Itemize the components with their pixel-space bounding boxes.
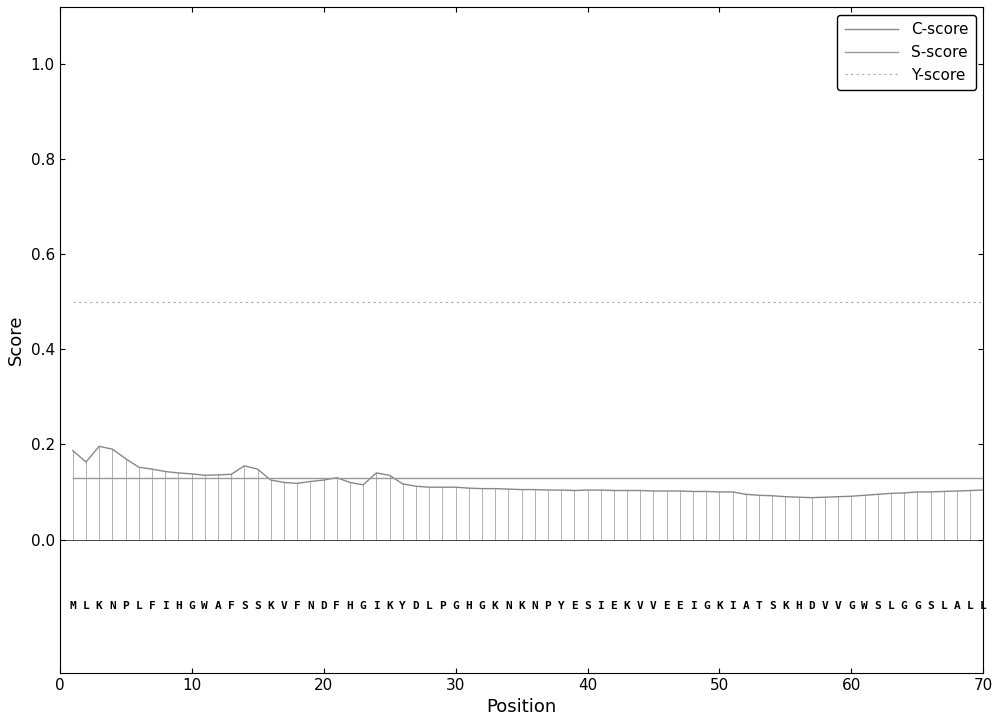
Text: M: M bbox=[69, 601, 76, 611]
Text: V: V bbox=[835, 601, 842, 611]
Text: A: A bbox=[954, 601, 960, 611]
Text: S: S bbox=[254, 601, 261, 611]
Text: L: L bbox=[426, 601, 433, 611]
Text: L: L bbox=[980, 601, 987, 611]
Y-axis label: Score: Score bbox=[7, 315, 25, 365]
Text: L: L bbox=[83, 601, 89, 611]
Text: S: S bbox=[927, 601, 934, 611]
Text: S: S bbox=[874, 601, 881, 611]
Text: K: K bbox=[492, 601, 499, 611]
Text: P: P bbox=[545, 601, 551, 611]
Text: S: S bbox=[241, 601, 248, 611]
Text: I: I bbox=[373, 601, 380, 611]
Text: V: V bbox=[637, 601, 644, 611]
Text: K: K bbox=[624, 601, 630, 611]
X-axis label: Position: Position bbox=[486, 698, 557, 716]
Text: T: T bbox=[756, 601, 762, 611]
Text: I: I bbox=[162, 601, 169, 611]
Text: I: I bbox=[690, 601, 696, 611]
Text: S: S bbox=[769, 601, 776, 611]
Text: D: D bbox=[320, 601, 327, 611]
Text: A: A bbox=[215, 601, 221, 611]
Text: H: H bbox=[795, 601, 802, 611]
Text: N: N bbox=[109, 601, 116, 611]
Text: P: P bbox=[122, 601, 129, 611]
Text: F: F bbox=[228, 601, 235, 611]
Text: D: D bbox=[413, 601, 419, 611]
Text: L: L bbox=[967, 601, 974, 611]
Text: E: E bbox=[663, 601, 670, 611]
Text: L: L bbox=[940, 601, 947, 611]
Text: F: F bbox=[294, 601, 301, 611]
Text: L: L bbox=[135, 601, 142, 611]
Text: D: D bbox=[808, 601, 815, 611]
Text: H: H bbox=[465, 601, 472, 611]
Text: Y: Y bbox=[558, 601, 564, 611]
Text: Y: Y bbox=[399, 601, 406, 611]
Text: F: F bbox=[149, 601, 155, 611]
Legend: C-score, S-score, Y-score: C-score, S-score, Y-score bbox=[837, 14, 976, 90]
Text: S: S bbox=[584, 601, 591, 611]
Text: V: V bbox=[650, 601, 657, 611]
Text: I: I bbox=[597, 601, 604, 611]
Text: K: K bbox=[386, 601, 393, 611]
Text: H: H bbox=[347, 601, 353, 611]
Text: G: G bbox=[452, 601, 459, 611]
Text: E: E bbox=[571, 601, 578, 611]
Text: W: W bbox=[201, 601, 208, 611]
Text: K: K bbox=[96, 601, 103, 611]
Text: V: V bbox=[281, 601, 287, 611]
Text: G: G bbox=[188, 601, 195, 611]
Text: G: G bbox=[901, 601, 908, 611]
Text: N: N bbox=[531, 601, 538, 611]
Text: I: I bbox=[729, 601, 736, 611]
Text: G: G bbox=[848, 601, 855, 611]
Text: A: A bbox=[743, 601, 749, 611]
Text: G: G bbox=[914, 601, 921, 611]
Text: G: G bbox=[479, 601, 485, 611]
Text: W: W bbox=[861, 601, 868, 611]
Text: N: N bbox=[307, 601, 314, 611]
Text: V: V bbox=[822, 601, 828, 611]
Text: L: L bbox=[888, 601, 894, 611]
Text: E: E bbox=[677, 601, 683, 611]
Text: K: K bbox=[518, 601, 525, 611]
Text: K: K bbox=[716, 601, 723, 611]
Text: H: H bbox=[175, 601, 182, 611]
Text: E: E bbox=[611, 601, 617, 611]
Text: P: P bbox=[439, 601, 446, 611]
Text: K: K bbox=[267, 601, 274, 611]
Text: K: K bbox=[782, 601, 789, 611]
Text: F: F bbox=[333, 601, 340, 611]
Text: G: G bbox=[360, 601, 367, 611]
Text: G: G bbox=[703, 601, 710, 611]
Text: N: N bbox=[505, 601, 512, 611]
